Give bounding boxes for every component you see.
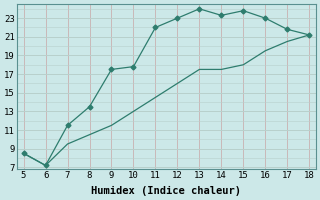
X-axis label: Humidex (Indice chaleur): Humidex (Indice chaleur): [92, 186, 241, 196]
